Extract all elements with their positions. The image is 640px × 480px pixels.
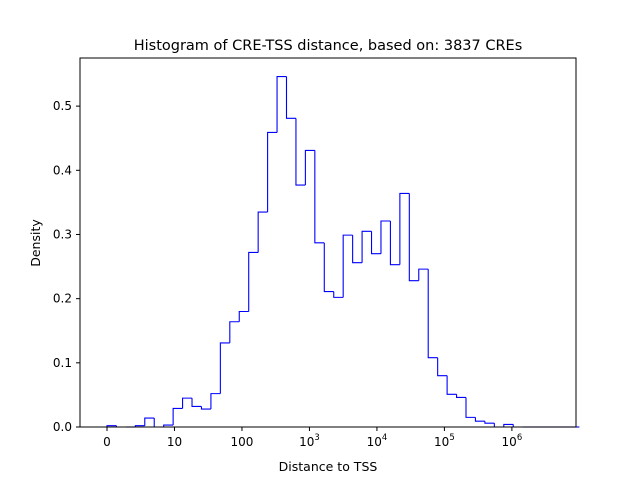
y-tick-label: 0.5 [53, 99, 72, 113]
histogram-bin [493, 423, 504, 428]
plot-area [106, 76, 580, 428]
histogram-bin [437, 357, 448, 377]
x-tick-label: 0 [103, 435, 111, 449]
histogram-bin [399, 192, 410, 265]
x-tick-label: 103 [299, 433, 320, 449]
x-tick-label: 106 [502, 433, 523, 449]
histogram-bin [380, 220, 391, 254]
histogram-bin [484, 421, 495, 424]
histogram-bin [182, 397, 193, 409]
histogram-bin [153, 418, 164, 428]
histogram-bin [474, 417, 485, 422]
histogram-bin [267, 131, 278, 213]
x-tick-label: 10 [167, 435, 182, 449]
y-tick-label: 0.0 [53, 420, 72, 434]
histogram-bin [333, 291, 344, 298]
y-tick-label: 0.1 [53, 356, 72, 370]
histogram-bin [257, 211, 268, 253]
histogram-bin [427, 269, 438, 359]
x-axis-label: Distance to TSS [279, 459, 378, 474]
histogram-bin [172, 407, 183, 426]
histogram-bin [210, 393, 221, 410]
y-tick-label: 0.2 [53, 292, 72, 306]
histogram-bin [408, 193, 419, 282]
histogram-bin [314, 150, 325, 244]
histogram-bin [370, 231, 381, 255]
y-tick-label: 0.4 [53, 163, 72, 177]
histogram-bin [361, 230, 372, 263]
histogram-bin [248, 251, 259, 312]
x-tick-label: 104 [367, 433, 388, 449]
y-tick-label: 0.3 [53, 227, 72, 241]
histogram-bin [238, 310, 249, 322]
histogram-bin [144, 417, 155, 426]
x-tick-label: 100 [231, 435, 254, 449]
histogram-bin [389, 221, 400, 266]
histogram-bin [219, 342, 230, 394]
y-axis-label: Density [28, 219, 43, 267]
histogram-bin [323, 242, 334, 293]
x-axis-ticks: 0 10 100 103 104 105 106 [103, 427, 522, 449]
histogram-bin [163, 424, 174, 427]
histogram-bin [342, 234, 353, 298]
histogram-bin [352, 235, 363, 264]
histogram-bin [503, 423, 514, 427]
histogram-bin [418, 268, 429, 281]
histogram-bin [276, 76, 287, 133]
histogram-bin [456, 394, 466, 399]
histogram-bin [295, 118, 306, 186]
histogram-bin [229, 321, 240, 343]
histogram-bin [304, 149, 315, 186]
histogram-bin [446, 375, 457, 395]
chart-title: Histogram of CRE-TSS distance, based on:… [134, 38, 523, 54]
histogram-bin [191, 398, 202, 408]
x-tick-label: 105 [434, 433, 455, 449]
histogram-bin [465, 397, 476, 418]
y-axis-ticks: 0.0 0.1 0.2 0.3 0.4 0.5 [53, 99, 80, 434]
histogram-bin [200, 406, 211, 410]
axes-frame [79, 57, 577, 428]
histogram-bin [285, 76, 296, 119]
